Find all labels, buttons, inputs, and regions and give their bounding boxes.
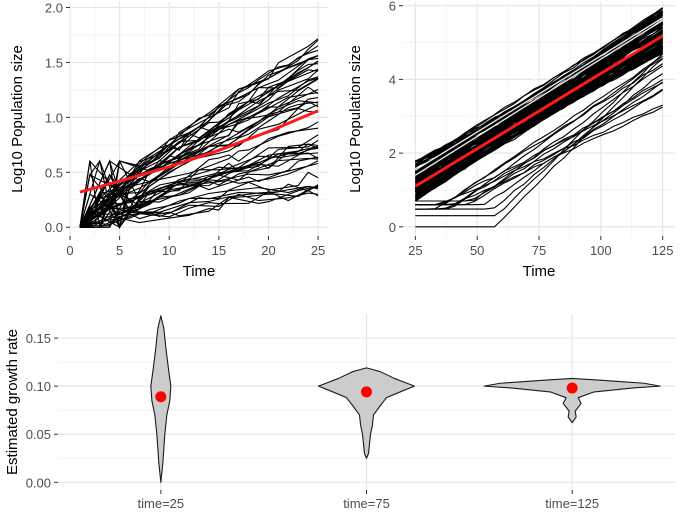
x-tick-label: time=75 <box>343 496 390 511</box>
y-tick-label: 6 <box>389 0 396 14</box>
trajectory-line <box>79 121 319 228</box>
x-tick-label: 75 <box>532 243 546 258</box>
panel-bottom-violins <box>150 315 661 483</box>
trajectory-line <box>415 63 663 210</box>
trajectory-line <box>415 58 663 228</box>
trajectory-line <box>415 88 663 206</box>
trajectory-line <box>79 38 319 228</box>
trajectory-line <box>415 51 663 175</box>
y-tick-label: 0.5 <box>45 165 63 180</box>
x-tick-label: 50 <box>470 243 484 258</box>
trajectory-line <box>79 156 319 228</box>
y-tick-label: 2 <box>389 146 396 161</box>
panel-top-left-ylabel: Log10 Population size <box>9 45 26 193</box>
trajectory-line <box>79 76 319 228</box>
y-tick-label: 1.5 <box>45 55 63 70</box>
y-tick-label: 4 <box>389 72 396 87</box>
x-tick-label: 5 <box>116 243 123 258</box>
trajectory-line <box>415 79 663 202</box>
violin-2 <box>317 367 416 459</box>
y-tick-label: 0.05 <box>26 427 51 442</box>
y-tick-label: 2.0 <box>45 0 63 15</box>
trajectory-line <box>79 185 319 228</box>
panel-bottom-ylabel: Estimated growth rate <box>4 329 21 475</box>
trajectory-line <box>79 55 319 228</box>
x-tick-label: 20 <box>261 243 275 258</box>
y-tick-label: 0.0 <box>45 220 63 235</box>
trajectory-line <box>415 48 663 192</box>
panel-top-left-xlabel: Time <box>183 263 216 280</box>
y-tick-label: 0.00 <box>26 475 51 490</box>
trajectory-line <box>79 88 319 228</box>
y-tick-label: 0.15 <box>26 331 51 346</box>
mean-point-1 <box>155 391 167 403</box>
trajectory-line <box>79 183 319 228</box>
y-tick-label: 0 <box>389 220 396 235</box>
panel-top-left-trend-line <box>79 109 319 194</box>
trajectory-line <box>79 69 319 228</box>
trajectory-line <box>415 42 663 174</box>
x-tick-label: 15 <box>212 243 226 258</box>
panel-bottom-axes: 0.00 0.05 0.10 0.15 time=25 time=75 time=125 <box>26 331 599 511</box>
x-tick-label: 125 <box>652 243 674 258</box>
panel-top-left: 0 5 10 15 20 25 0.0 0.5 1.0 1.5 2.0 Time Log10 Pop… <box>9 0 328 280</box>
x-tick-label: 25 <box>311 243 325 258</box>
x-tick-label: 0 <box>66 243 73 258</box>
trajectory-line <box>415 45 663 168</box>
panel-top-right-trend-line <box>414 34 664 188</box>
trajectory-line <box>415 89 663 206</box>
trajectory-line <box>415 73 663 210</box>
y-tick-label: 1.0 <box>45 110 63 125</box>
panel-top-left-trajectories <box>79 38 319 230</box>
panel-bottom: 0.00 0.05 0.10 0.15 time=25 time=75 time=125 E… <box>4 314 675 511</box>
trajectory-line <box>79 104 319 229</box>
panel-top-left-axes: 0 5 10 15 20 25 0.0 0.5 1.0 1.5 2.0 <box>45 0 325 258</box>
trajectory-gap <box>414 19 664 176</box>
panel-top-right-trajectories <box>414 5 664 228</box>
trajectory-line <box>79 127 319 228</box>
x-tick-label: time=25 <box>138 496 185 511</box>
trajectory-line <box>79 77 319 228</box>
mean-point-2 <box>361 386 372 398</box>
trajectory-line <box>79 189 319 228</box>
trajectory-gap <box>414 17 664 171</box>
violin-3 <box>483 377 661 424</box>
x-tick-label: time=125 <box>545 496 599 511</box>
trajectory-line <box>415 53 663 217</box>
trajectory-line <box>415 106 663 210</box>
x-tick-label: 10 <box>162 243 176 258</box>
trajectory-line <box>79 55 319 228</box>
trajectory-line <box>79 162 319 228</box>
trajectory-line <box>79 157 319 228</box>
x-tick-label: 100 <box>590 243 612 258</box>
trajectory-line <box>79 63 319 228</box>
trajectory-line <box>79 160 319 228</box>
mean-point-3 <box>566 382 578 394</box>
trajectory-line <box>79 185 319 228</box>
trajectory-gap <box>415 5 663 148</box>
x-tick-label: 25 <box>408 243 422 258</box>
panel-top-right: 25 50 75 100 125 0 2 4 6 Time Log10 Population s… <box>347 0 675 280</box>
panel-top-right-axes: 25 50 75 100 125 0 2 4 6 <box>389 0 674 258</box>
trajectory-line <box>79 171 319 228</box>
y-tick-label: 0.10 <box>26 379 51 394</box>
panel-top-right-ylabel: Log10 Population size <box>347 45 364 193</box>
trajectory-line <box>415 8 663 166</box>
panel-top-right-xlabel: Time <box>523 263 556 280</box>
trajectory-line <box>79 57 319 230</box>
